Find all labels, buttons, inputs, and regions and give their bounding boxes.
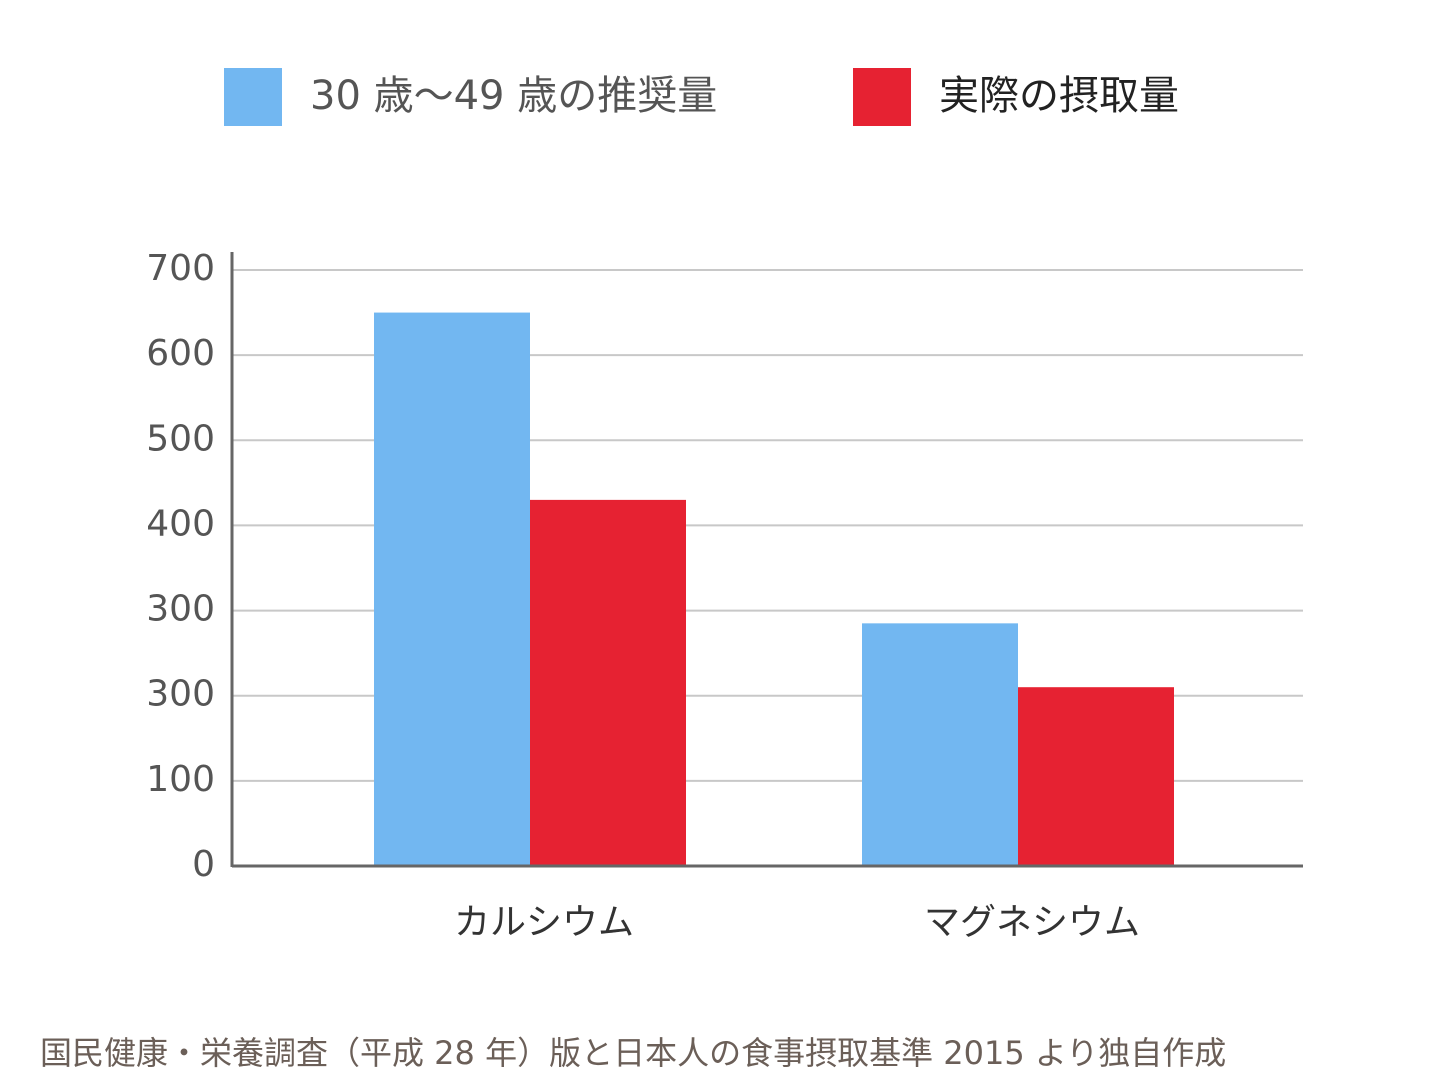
legend-swatch	[224, 68, 282, 126]
bar	[862, 623, 1018, 866]
legend-swatch	[853, 68, 911, 126]
y-tick-label: 300	[146, 674, 215, 715]
y-tick-label: 100	[146, 759, 215, 800]
source-note: 国民健康・栄養調査（平成 28 年）版と日本人の食事摂取基準 2015 より独自…	[40, 1034, 1226, 1072]
y-tick-label: 0	[192, 844, 215, 885]
y-tick-label: 700	[146, 248, 215, 289]
x-tick-label: マグネシウム	[924, 902, 1140, 943]
y-tick-label: 500	[146, 418, 215, 459]
bar	[1018, 687, 1174, 866]
legend-label: 実際の摂取量	[939, 73, 1179, 119]
bar	[374, 312, 530, 867]
x-tick-label: カルシウム	[454, 902, 634, 943]
y-tick-label: 600	[146, 333, 215, 374]
y-tick-label: 300	[146, 589, 215, 630]
bar	[530, 499, 686, 866]
legend-label: 30 歳〜49 歳の推奨量	[310, 73, 717, 119]
y-tick-label: 400	[146, 503, 215, 544]
